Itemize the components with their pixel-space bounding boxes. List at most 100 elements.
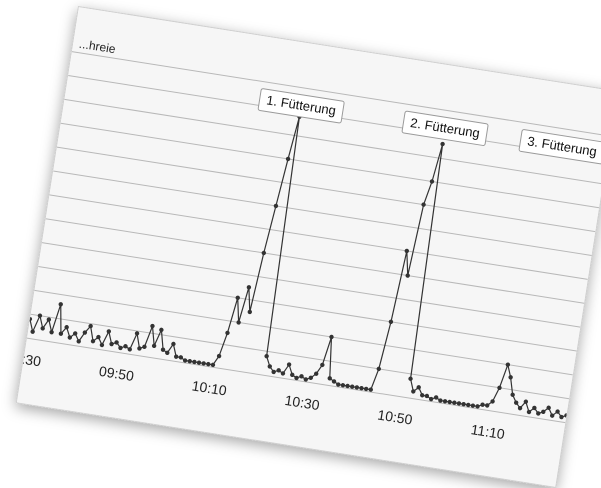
data-point: [480, 402, 485, 407]
data-point: [354, 385, 360, 390]
gridline: [26, 337, 566, 424]
data-point: [420, 393, 425, 398]
x-tick-label: 10:10: [191, 377, 228, 398]
data-point: [336, 382, 341, 387]
gridline: [56, 146, 596, 233]
data-point: [151, 343, 157, 349]
data-point: [134, 331, 140, 336]
data-point: [532, 405, 537, 411]
x-tick-label: 10:30: [284, 392, 321, 413]
data-point: [428, 396, 434, 402]
data-point: [433, 395, 439, 400]
data-point: [408, 376, 413, 381]
data-point: [331, 379, 337, 384]
data-point: [106, 329, 112, 334]
gridline: [71, 51, 601, 137]
data-point: [49, 330, 54, 335]
data-point: [273, 203, 279, 209]
gridline: [45, 218, 585, 304]
annotation-box: [518, 129, 601, 165]
data-point: [225, 330, 230, 336]
data-point: [285, 156, 291, 162]
data-point: [159, 327, 164, 333]
gridline: [53, 170, 592, 256]
data-point: [192, 359, 197, 365]
data-point: [246, 285, 252, 290]
gridline: [64, 98, 601, 185]
data-point: [510, 392, 515, 397]
gridline: [38, 265, 577, 352]
data-point: [216, 353, 222, 359]
gridline: [60, 122, 600, 209]
data-point: [182, 358, 188, 363]
data-point: [99, 342, 105, 348]
data-point: [526, 409, 532, 415]
data-point: [96, 334, 101, 340]
data-point: [267, 364, 272, 369]
data-point: [40, 326, 45, 331]
data-point: [271, 369, 276, 375]
photo-card: ...hreie 1. Fütterung 2. Fütterung 3. Fütt…: [15, 6, 601, 488]
data-point: [46, 317, 52, 322]
data-point: [490, 399, 495, 404]
data-point: [440, 141, 445, 147]
data-point: [327, 376, 332, 381]
data-point: [142, 344, 147, 349]
y-axis-label: ...hreie: [78, 37, 117, 57]
data-point: [236, 320, 241, 325]
data-point: [541, 409, 546, 414]
data-point: [196, 360, 202, 365]
data-point: [178, 355, 184, 360]
data-point: [165, 350, 170, 356]
data-point: [421, 202, 426, 207]
data-point: [76, 339, 81, 344]
data-point: [555, 409, 560, 414]
data-point: [442, 399, 448, 404]
data-point: [294, 375, 299, 381]
data-point: [475, 404, 480, 409]
data-point: [88, 323, 93, 329]
data-point: [150, 323, 155, 329]
data-point: [429, 179, 435, 184]
data-point: [90, 338, 96, 344]
data-point: [127, 347, 132, 352]
data-point: [114, 340, 119, 345]
data-point: [210, 362, 216, 368]
data-point: [536, 411, 541, 416]
gridline: [41, 242, 581, 328]
data-point: [276, 368, 281, 373]
data-point: [173, 354, 179, 359]
x-tick-label: 10:50: [376, 407, 413, 428]
annotation-box: [257, 88, 345, 124]
data-series: [27, 114, 569, 420]
data-point: [517, 405, 523, 411]
data-point: [363, 386, 369, 392]
data-point: [405, 273, 410, 278]
data-point: [58, 331, 64, 336]
data-point: [286, 362, 292, 367]
data-point: [513, 400, 519, 405]
data-point: [109, 341, 114, 347]
data-point: [452, 400, 457, 405]
data-point: [411, 389, 416, 394]
data-point: [461, 401, 466, 407]
data-point: [368, 387, 373, 392]
data-point: [64, 325, 69, 330]
data-point: [329, 334, 334, 340]
data-point: [470, 403, 476, 408]
data-point: [247, 309, 253, 315]
data-point: [314, 371, 319, 376]
data-point: [388, 319, 394, 325]
gridline: [49, 194, 588, 280]
data-point: [299, 374, 304, 379]
data-point: [201, 361, 206, 366]
data-point: [171, 341, 176, 347]
data-point: [559, 414, 564, 420]
data-point: [549, 413, 555, 418]
data-point: [320, 362, 325, 368]
data-point: [290, 372, 295, 378]
data-point: [523, 399, 529, 404]
data-point: [345, 383, 350, 389]
data-point: [404, 248, 410, 254]
annotation-box: [401, 110, 489, 146]
